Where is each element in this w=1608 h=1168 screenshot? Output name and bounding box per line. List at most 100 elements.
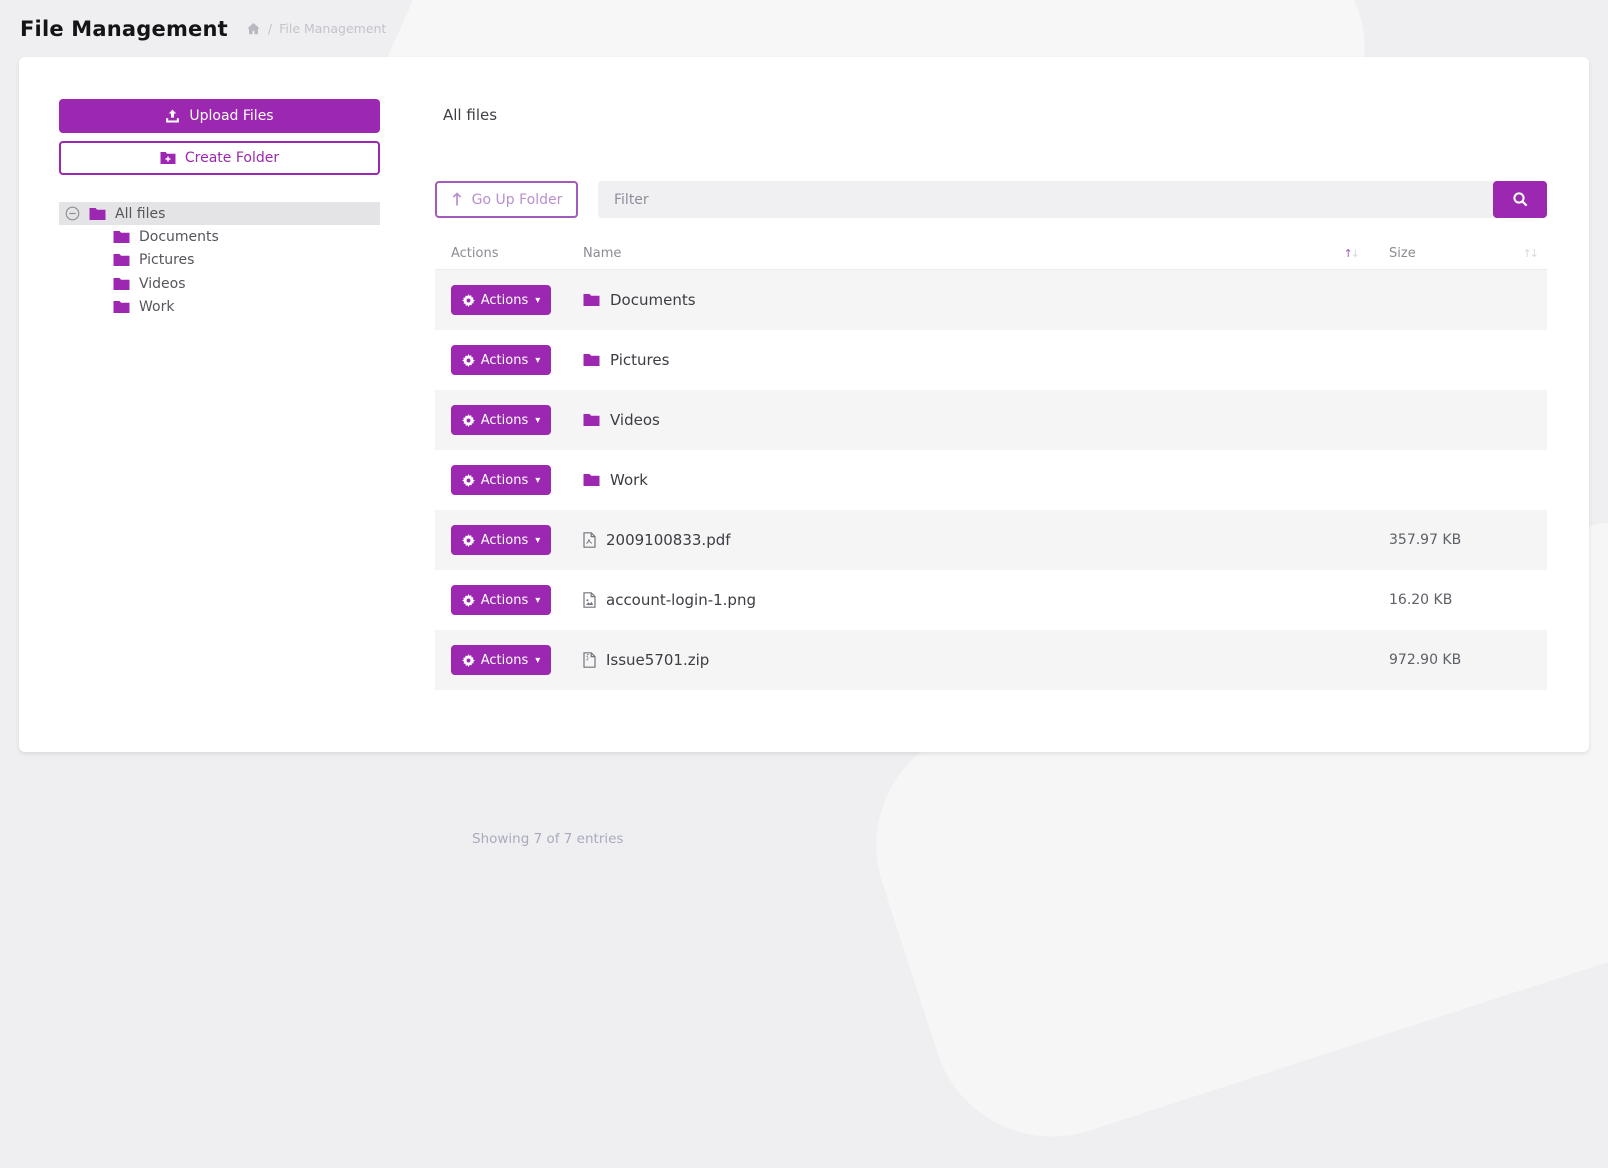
table-row: Actions ▾ Documents [435, 270, 1547, 330]
page-header: File Management / File Management [0, 0, 1608, 57]
actions-label: Actions [480, 412, 529, 428]
table-row: Actions ▾ 2009100833.pdf 357.97 KB [435, 510, 1547, 570]
file-manager-card: Upload Files Create Folder All files [19, 57, 1589, 847]
actions-dropdown-button[interactable]: Actions ▾ [451, 525, 551, 555]
folder-icon [113, 277, 130, 291]
name-header-label[interactable]: Name [583, 246, 622, 261]
current-folder-label: All files [443, 106, 498, 124]
actions-dropdown-button[interactable]: Actions ▾ [451, 345, 551, 375]
entry-size: 16.20 KB [1389, 592, 1453, 608]
collapse-icon[interactable] [65, 206, 80, 221]
size-header-label[interactable]: Size [1389, 246, 1416, 261]
files-table: Actions Name ↑ ↓ Size ↑ ↓ Actions ▾ [435, 238, 1547, 847]
entry-name[interactable]: Documents [583, 291, 1368, 309]
folder-icon [113, 300, 130, 314]
filter-group [598, 181, 1547, 218]
gear-icon [461, 653, 475, 667]
gear-icon [461, 473, 475, 487]
tree-item-label: All files [115, 205, 166, 222]
entry-name-label[interactable]: Videos [610, 411, 660, 429]
filter-input[interactable] [598, 181, 1493, 218]
go-up-folder-button[interactable]: Go Up Folder [435, 181, 578, 218]
upload-files-label: Upload Files [189, 108, 274, 124]
search-icon [1512, 191, 1529, 208]
create-folder-label: Create Folder [184, 150, 280, 166]
tree-item-videos[interactable]: Videos [59, 272, 380, 296]
caret-down-icon: ▾ [535, 534, 541, 546]
actions-label: Actions [480, 472, 529, 488]
actions-dropdown-button[interactable]: Actions ▾ [451, 405, 551, 435]
sort-name-icon[interactable]: ↑ ↓ [1343, 247, 1361, 260]
actions-label: Actions [480, 592, 529, 608]
table-row: Actions ▾ Work [435, 450, 1547, 510]
entry-name[interactable]: 2009100833.pdf [583, 531, 1368, 549]
sidebar: Upload Files Create Folder All files [59, 99, 380, 319]
caret-down-icon: ▾ [535, 294, 541, 306]
page-title: File Management [20, 16, 228, 41]
breadcrumb-separator: / [267, 21, 273, 36]
folder-icon [583, 293, 600, 307]
upload-icon [165, 109, 180, 124]
folder-icon [583, 353, 600, 367]
entry-name-label[interactable]: Pictures [610, 351, 670, 369]
tree-item-label: Videos [139, 275, 186, 292]
tree-item-documents[interactable]: Documents [59, 225, 380, 249]
entry-name[interactable]: Videos [583, 411, 1368, 429]
entry-name[interactable]: Pictures [583, 351, 1368, 369]
folder-icon [113, 253, 130, 267]
actions-dropdown-button[interactable]: Actions ▾ [451, 645, 551, 675]
actions-label: Actions [480, 292, 529, 308]
entry-name-label[interactable]: account-login-1.png [606, 591, 756, 609]
folder-icon [113, 230, 130, 244]
actions-column-header: Actions [451, 246, 499, 261]
image-file-icon [583, 592, 596, 608]
tree-item-label: Documents [139, 228, 219, 245]
entry-name[interactable]: account-login-1.png [583, 591, 1368, 609]
actions-dropdown-button[interactable]: Actions ▾ [451, 465, 551, 495]
tree-item-label: Pictures [139, 252, 195, 269]
entry-name-label[interactable]: Documents [610, 291, 696, 309]
gear-icon [461, 413, 475, 427]
table-header: Actions Name ↑ ↓ Size ↑ ↓ [435, 238, 1547, 270]
folder-icon [89, 207, 106, 221]
main-panel: All files Go Up Folder Actions [435, 99, 1547, 847]
entry-name-label[interactable]: Work [610, 471, 648, 489]
tree-item-pictures[interactable]: Pictures [59, 249, 380, 273]
folder-plus-icon [160, 151, 176, 165]
actions-label: Actions [480, 652, 529, 668]
upload-files-button[interactable]: Upload Files [59, 99, 380, 133]
folder-icon [583, 413, 600, 427]
entry-name-label[interactable]: 2009100833.pdf [606, 531, 731, 549]
gear-icon [461, 593, 475, 607]
name-column-header[interactable]: Name ↑ ↓ [583, 246, 1368, 261]
search-button[interactable] [1493, 181, 1547, 218]
actions-dropdown-button[interactable]: Actions ▾ [451, 585, 551, 615]
entry-size: 972.90 KB [1389, 652, 1462, 668]
gear-icon [461, 353, 475, 367]
table-row: Actions ▾ Pictures [435, 330, 1547, 390]
entry-name[interactable]: Work [583, 471, 1368, 489]
create-folder-button[interactable]: Create Folder [59, 141, 380, 175]
tree-item-work[interactable]: Work [59, 296, 380, 320]
toolbar: Go Up Folder [435, 181, 1547, 218]
caret-down-icon: ▾ [535, 414, 541, 426]
table-row: Actions ▾ Videos [435, 390, 1547, 450]
caret-down-icon: ▾ [535, 594, 541, 606]
go-up-folder-label: Go Up Folder [471, 191, 563, 208]
actions-dropdown-button[interactable]: Actions ▾ [451, 285, 551, 315]
gear-icon [461, 293, 475, 307]
actions-label: Actions [480, 352, 529, 368]
table-row: Actions ▾ Issue5701.zip 972.90 KB [435, 630, 1547, 690]
size-column-header[interactable]: Size ↑ ↓ [1368, 246, 1547, 261]
home-icon[interactable] [246, 22, 261, 36]
sort-size-icon[interactable]: ↑ ↓ [1522, 247, 1540, 260]
entry-size: 357.97 KB [1389, 532, 1462, 548]
tree-item-all-files[interactable]: All files [59, 202, 380, 225]
gear-icon [461, 533, 475, 547]
entry-name-label[interactable]: Issue5701.zip [606, 651, 710, 669]
entries-count-status: Showing 7 of 7 entries [472, 831, 624, 847]
entry-name[interactable]: Issue5701.zip [583, 651, 1368, 669]
caret-down-icon: ▾ [535, 654, 541, 666]
pdf-file-icon [583, 532, 596, 548]
table-row: Actions ▾ account-login-1.png 16.20 KB [435, 570, 1547, 630]
